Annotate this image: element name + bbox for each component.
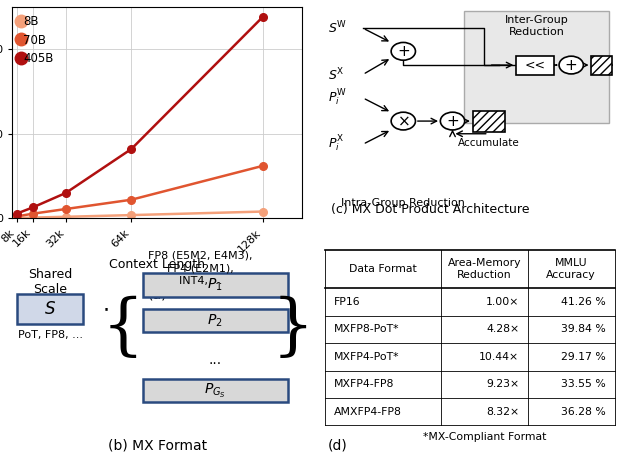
Circle shape bbox=[441, 112, 465, 130]
Text: 9.23×: 9.23× bbox=[486, 379, 519, 389]
FancyBboxPatch shape bbox=[473, 110, 505, 132]
Text: S: S bbox=[45, 300, 56, 318]
Text: $S^{\mathrm{X}}$: $S^{\mathrm{X}}$ bbox=[328, 66, 344, 83]
Text: FP8 (E5M2, E4M3),
FP4 (E2M1),
INT4, ...: FP8 (E5M2, E4M3), FP4 (E2M1), INT4, ... bbox=[149, 250, 253, 286]
Circle shape bbox=[391, 43, 416, 60]
Text: +: + bbox=[565, 58, 578, 73]
Text: FP16: FP16 bbox=[334, 297, 361, 307]
Text: AMXFP4-FP8: AMXFP4-FP8 bbox=[334, 407, 402, 417]
FancyBboxPatch shape bbox=[143, 309, 288, 333]
FancyBboxPatch shape bbox=[17, 294, 84, 324]
Text: *MX-Compliant Format: *MX-Compliant Format bbox=[422, 432, 546, 442]
Text: $P_i^{\mathrm{X}}$: $P_i^{\mathrm{X}}$ bbox=[328, 134, 344, 154]
Text: $P_1$: $P_1$ bbox=[207, 277, 223, 293]
FancyBboxPatch shape bbox=[592, 55, 612, 74]
Text: Data Format: Data Format bbox=[349, 264, 417, 274]
Text: $P_i^{\mathrm{W}}$: $P_i^{\mathrm{W}}$ bbox=[328, 88, 347, 108]
Text: 10.44×: 10.44× bbox=[479, 352, 519, 362]
Text: Inter-Group
Reduction: Inter-Group Reduction bbox=[505, 15, 568, 37]
Text: MXFP4-FP8: MXFP4-FP8 bbox=[334, 379, 394, 389]
Text: (d): (d) bbox=[328, 439, 348, 453]
Text: $P_{G_S}$: $P_{G_S}$ bbox=[204, 382, 226, 400]
Text: +: + bbox=[397, 44, 410, 59]
Text: MXFP8-PoT*: MXFP8-PoT* bbox=[334, 324, 399, 334]
Text: $\cdot$: $\cdot$ bbox=[102, 299, 109, 319]
Text: 1.00×: 1.00× bbox=[485, 297, 519, 307]
FancyBboxPatch shape bbox=[143, 379, 288, 402]
FancyBboxPatch shape bbox=[516, 55, 554, 74]
Text: (b) MX Format: (b) MX Format bbox=[108, 439, 207, 453]
Text: Shared
Scale: Shared Scale bbox=[28, 268, 72, 296]
Text: 41.26 %: 41.26 % bbox=[561, 297, 606, 307]
Text: Intra-Group Reduction: Intra-Group Reduction bbox=[341, 198, 466, 208]
FancyBboxPatch shape bbox=[464, 11, 609, 123]
Legend: 8B, 70B, 405B: 8B, 70B, 405B bbox=[16, 11, 58, 70]
Text: Accumulate: Accumulate bbox=[458, 138, 520, 148]
Text: MXFP4-PoT*: MXFP4-PoT* bbox=[334, 352, 399, 362]
Text: 36.28 %: 36.28 % bbox=[561, 407, 606, 417]
Text: 4.28×: 4.28× bbox=[486, 324, 519, 334]
Text: 8.32×: 8.32× bbox=[486, 407, 519, 417]
Text: PoT, FP8, ...: PoT, FP8, ... bbox=[17, 329, 82, 340]
Text: $S^{\mathrm{W}}$: $S^{\mathrm{W}}$ bbox=[328, 20, 347, 36]
Text: MMLU
Accuracy: MMLU Accuracy bbox=[547, 258, 596, 280]
Text: 29.17 %: 29.17 % bbox=[561, 352, 606, 362]
Text: Area-Memory
Reduction: Area-Memory Reduction bbox=[447, 258, 521, 280]
Text: $\times$: $\times$ bbox=[397, 114, 409, 128]
Text: {: { bbox=[101, 296, 144, 361]
X-axis label: Context Length: Context Length bbox=[109, 258, 205, 271]
Text: }: } bbox=[272, 296, 314, 361]
Circle shape bbox=[391, 112, 416, 130]
Text: (a): (a) bbox=[147, 288, 167, 302]
Text: ...: ... bbox=[208, 353, 222, 367]
Text: +: + bbox=[446, 114, 459, 128]
Text: (c) MX Dot Product Architecture: (c) MX Dot Product Architecture bbox=[331, 203, 529, 216]
Circle shape bbox=[559, 56, 583, 74]
Text: <<: << bbox=[525, 59, 545, 72]
Text: 39.84 %: 39.84 % bbox=[561, 324, 606, 334]
FancyBboxPatch shape bbox=[143, 274, 288, 297]
Text: $P_2$: $P_2$ bbox=[207, 313, 223, 329]
Text: 33.55 %: 33.55 % bbox=[561, 379, 606, 389]
